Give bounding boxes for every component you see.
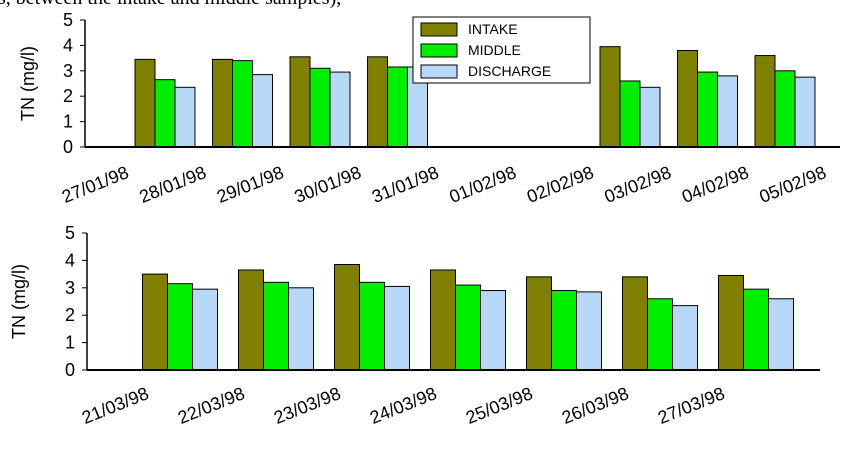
y-tick-label: 2 [65, 305, 75, 325]
bar [134, 58, 156, 148]
bar [768, 298, 794, 371]
x-tick-label: 26/03/98 [559, 383, 631, 428]
legend-swatch [420, 64, 458, 79]
bar [677, 49, 698, 148]
y-tick-label: 3 [65, 278, 75, 298]
x-tick-label: 29/01/98 [214, 162, 286, 207]
x-tick-label: 02/02/98 [524, 162, 596, 207]
legend-label: INTAKE [468, 21, 518, 37]
legend-label: MIDDLE [468, 42, 521, 58]
bar [329, 71, 351, 148]
y-tick-label: 4 [65, 250, 75, 270]
bar [263, 281, 289, 371]
bar [455, 284, 481, 371]
x-tick-label: 01/02/98 [447, 162, 519, 207]
bar [142, 273, 168, 371]
x-tick-label: 04/02/98 [679, 162, 751, 207]
bar [718, 274, 744, 371]
x-tick-label: 28/01/98 [137, 162, 209, 207]
bar [551, 290, 577, 371]
bar [743, 288, 769, 371]
y-tick-label: 5 [63, 10, 73, 30]
x-tick-label: 21/03/98 [79, 383, 151, 428]
bar [289, 56, 311, 148]
bar [672, 305, 698, 371]
x-tick-label: 25/03/98 [463, 383, 535, 428]
bar [774, 70, 796, 148]
bar [192, 288, 218, 371]
caption-fragment: s, between the intake and middle samples… [0, 0, 341, 9]
bar [480, 290, 506, 371]
bar [359, 281, 385, 371]
bar [238, 269, 264, 371]
bar [639, 86, 661, 148]
bar [334, 264, 360, 371]
legend-label: DISCHARGE [468, 63, 551, 79]
x-tick-label: 22/03/98 [175, 383, 247, 428]
x-tick-label: 31/01/98 [369, 162, 441, 207]
bar [384, 285, 410, 371]
y-axis-label: TN (mg/l) [9, 264, 29, 339]
bar [174, 86, 196, 148]
bar [619, 80, 641, 148]
bar [309, 67, 331, 148]
bar [367, 56, 388, 148]
bar [252, 74, 273, 148]
bar [526, 276, 552, 371]
bar [717, 75, 738, 148]
x-tick-label: 03/02/98 [602, 162, 674, 207]
y-tick-label: 3 [63, 61, 73, 81]
bar [232, 60, 253, 148]
bar [622, 276, 648, 371]
x-tick-label: 23/03/98 [271, 383, 343, 428]
bar [288, 287, 314, 371]
bar [697, 71, 718, 148]
bar [430, 269, 456, 371]
y-tick-label: 1 [63, 112, 73, 132]
y-axis-label: TN (mg/l) [18, 46, 38, 121]
y-tick-label: 4 [63, 35, 73, 55]
x-tick-label: 30/01/98 [292, 162, 364, 207]
x-tick-label: 27/01/98 [59, 162, 131, 207]
y-tick-label: 5 [65, 223, 75, 243]
bar [167, 283, 193, 371]
bar [576, 291, 602, 371]
bar [212, 58, 233, 148]
bar [599, 46, 621, 148]
bar [154, 79, 176, 148]
y-tick-label: 1 [65, 333, 75, 353]
x-tick-label: 05/02/98 [757, 162, 829, 207]
y-tick-label: 0 [65, 360, 75, 380]
legend-swatch [420, 43, 458, 58]
y-tick-label: 0 [63, 137, 73, 157]
bar [387, 66, 408, 148]
bar [794, 76, 816, 148]
legend-swatch [420, 22, 458, 37]
bar [754, 55, 776, 148]
y-tick-label: 2 [63, 86, 73, 106]
bar [647, 298, 673, 371]
x-tick-label: 27/03/98 [655, 383, 727, 428]
x-tick-label: 24/03/98 [367, 383, 439, 428]
